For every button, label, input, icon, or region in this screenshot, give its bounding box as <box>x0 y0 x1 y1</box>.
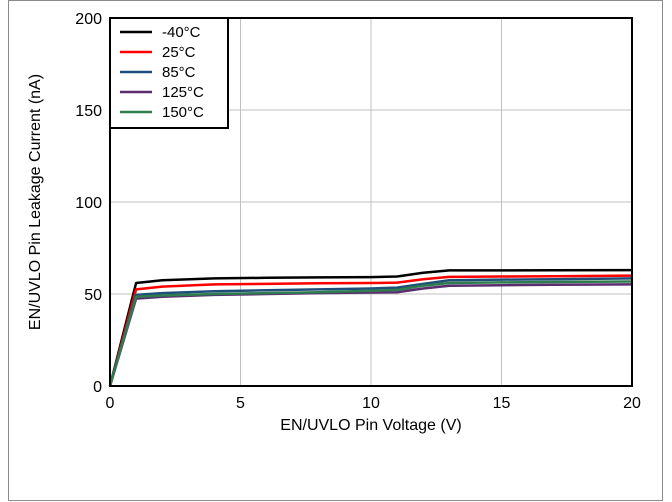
legend-label-0: -40°C <box>162 24 201 41</box>
x-tick-label: 10 <box>362 395 380 412</box>
legend-label-2: 85°C <box>162 64 196 81</box>
x-tick-labels: 0 5 10 15 20 <box>106 395 641 412</box>
y-tick-label: 0 <box>93 379 102 396</box>
series-line-4 <box>108 280 633 387</box>
legend-box <box>109 17 229 129</box>
x-tick-label: 0 <box>106 395 115 412</box>
y-tick-label: 150 <box>75 103 102 120</box>
x-tick-label: 5 <box>236 395 245 412</box>
y-tick-label: 200 <box>75 11 102 28</box>
series-layer <box>108 268 633 387</box>
plot-area-border <box>109 17 633 387</box>
y-tick-label: 100 <box>75 195 102 212</box>
y-tick-label: 50 <box>84 287 102 304</box>
y-axis-label: EN/UVLO Pin Leakage Current (nA) <box>27 74 44 330</box>
series-line-3 <box>108 283 633 387</box>
legend-label-1: 25°C <box>162 44 196 61</box>
y-tick-labels: 0 50 100 150 200 <box>75 11 102 396</box>
series-line-2 <box>108 277 633 387</box>
figure-frame <box>8 0 663 501</box>
x-tick-label: 15 <box>493 395 511 412</box>
x-tick-label: 20 <box>623 395 641 412</box>
series-line-1 <box>108 274 633 387</box>
legend-label-4: 150°C <box>162 104 204 121</box>
legend-label-3: 125°C <box>162 84 204 101</box>
x-axis-label: EN/UVLO Pin Voltage (V) <box>280 417 461 434</box>
legend: -40°C 25°C 85°C 125°C 150°C <box>109 17 229 129</box>
series-line-0 <box>108 268 633 387</box>
